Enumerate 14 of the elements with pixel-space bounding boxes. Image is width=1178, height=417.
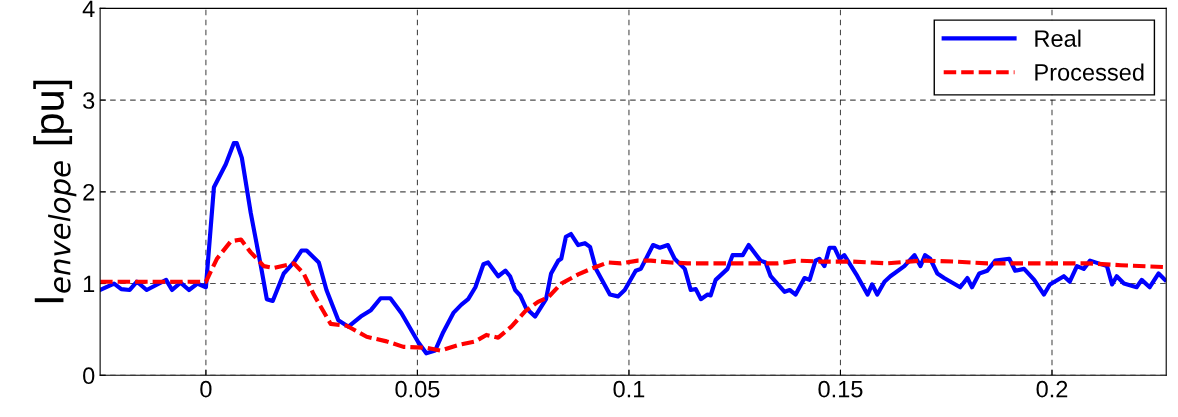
x-tick-label: 0.05 — [395, 380, 440, 398]
legend-label: Processed — [1035, 63, 1144, 81]
y-axis-title: I$_{envelope}$ [pu] — [33, 80, 77, 303]
legend-label: Real — [1035, 29, 1081, 47]
x-tick-label: 0.15 — [818, 380, 863, 398]
y-tick-label: 4 — [82, 0, 95, 17]
y-tick-label: 1 — [83, 275, 95, 293]
y-tick-label: 2 — [83, 183, 95, 201]
line-series — [100, 141, 1167, 356]
y-tick-label: 0 — [83, 367, 95, 385]
x-tick-label: 0.1 — [613, 380, 645, 398]
y-tick-label: 3 — [83, 92, 95, 109]
x-tick-label: 0.2 — [1036, 380, 1068, 398]
x-tick-label: 0 — [200, 380, 212, 398]
